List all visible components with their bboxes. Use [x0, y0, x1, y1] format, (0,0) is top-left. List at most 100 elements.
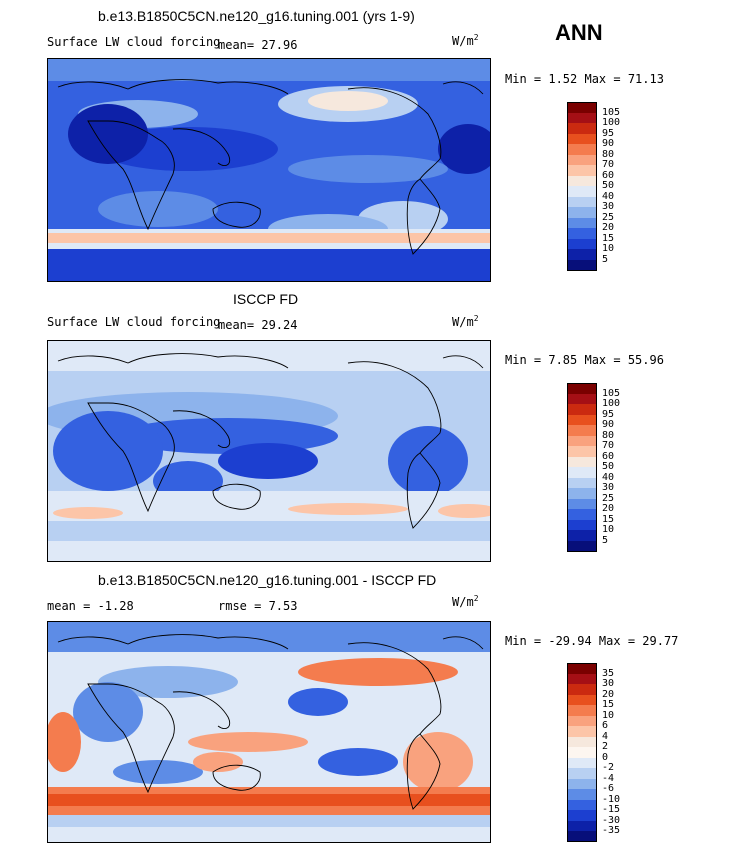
season-label: ANN: [555, 20, 603, 45]
colorbar-2-swatch: [567, 477, 597, 489]
panel3-rmse: rmse = 7.53: [218, 599, 298, 613]
colorbar-1-level-label: 10: [602, 243, 615, 254]
panel2-minmax: Min = 7.85 Max = 55.96: [505, 353, 664, 367]
colorbar-1-swatch: [567, 186, 597, 197]
colorbar-3-level-label: -30: [602, 814, 621, 826]
colorbar-3-swatch: [567, 810, 597, 821]
colorbar-2-swatch: [567, 519, 597, 531]
colorbar-1-level-label: 60: [602, 169, 615, 181]
colorbar-3-swatch: [567, 820, 597, 832]
colorbar-1-swatch: [567, 249, 597, 260]
colorbar-2-swatch: [567, 488, 597, 499]
colorbar-1-swatch: [567, 175, 597, 187]
colorbar-1-level-label: 25: [602, 211, 615, 223]
colorbar-1-swatch: [567, 217, 597, 229]
colorbar-2-swatch: [567, 456, 597, 468]
colorbar-3-level-label: -6: [602, 783, 615, 794]
colorbar-1-swatch: [567, 259, 597, 271]
colorbar-2-level-label: 40: [602, 471, 615, 483]
colorbar-1-swatch: [567, 165, 597, 176]
colorbar-3-level-label: 20: [602, 688, 615, 700]
colorbar-3-level-label: -10: [602, 793, 621, 805]
colorbar-1-level-label: 15: [602, 232, 615, 244]
colorbar-2-swatch: [567, 404, 597, 415]
colorbar-2-level-label: 10: [602, 524, 615, 535]
colorbar-2-level-label: 105: [602, 387, 621, 399]
panel1-title: b.e13.B1850C5CN.ne120_g16.tuning.001 (yr…: [98, 8, 415, 24]
panel2-map-svg: [48, 341, 490, 561]
colorbar-1-swatch: [567, 207, 597, 218]
colorbar-3-swatch: [567, 831, 597, 842]
colorbar-2-level-label: 70: [602, 440, 615, 451]
colorbar-3-swatch: [567, 694, 597, 706]
colorbar-3-swatch: [567, 673, 597, 685]
colorbar-1-swatch: [567, 228, 597, 239]
panel1-map-svg: [48, 59, 490, 281]
colorbar-2-level-label: 80: [602, 429, 615, 441]
colorbar-3-swatch: [567, 757, 597, 769]
colorbar-2-level-label: 95: [602, 408, 615, 420]
colorbar-2-level-label: 5: [602, 534, 609, 546]
colorbar-3-swatch: [567, 715, 597, 727]
panel3-mean: mean = -1.28: [47, 599, 134, 613]
colorbar-3-swatch: [567, 778, 597, 790]
colorbar-2-level-label: 90: [602, 419, 615, 430]
colorbar-3-level-label: 6: [602, 720, 609, 731]
colorbar-1-level-label: 30: [602, 201, 615, 212]
colorbar-3-level-label: 30: [602, 678, 615, 689]
colorbar-3-swatch: [567, 726, 597, 737]
colorbar-1-level-label: 90: [602, 138, 615, 149]
colorbar-2-level-label: 15: [602, 513, 615, 525]
colorbar-1-level-label: 100: [602, 117, 621, 128]
colorbar-3-level-label: -15: [602, 804, 621, 815]
panel3-map-svg: [48, 622, 490, 842]
colorbar-2-swatch: [567, 509, 597, 520]
colorbar-2-level-label: 60: [602, 450, 615, 462]
panel3-minmax: Min = -29.94 Max = 29.77: [505, 634, 679, 648]
colorbar-1-swatch: [567, 196, 597, 208]
colorbar-2-swatch: [567, 467, 597, 478]
colorbar-3-level-label: 35: [602, 667, 615, 679]
colorbar-3-swatch: [567, 799, 597, 811]
colorbar-1-level-label: 95: [602, 127, 615, 139]
colorbar-2-swatch: [567, 435, 597, 447]
colorbar-3-swatch: [567, 747, 597, 758]
panel3-title: b.e13.B1850C5CN.ne120_g16.tuning.001 - I…: [98, 572, 437, 588]
colorbar-3-level-label: 2: [602, 741, 609, 752]
colorbar-1-level-label: 5: [602, 253, 609, 265]
colorbar-3-level-label: 15: [602, 699, 615, 710]
colorbar-3-level-label: 10: [602, 709, 615, 721]
colorbar-1-level-label: 50: [602, 180, 615, 191]
colorbar-2-swatch: [567, 540, 597, 552]
colorbar-1-level-label: 40: [602, 190, 615, 202]
panel2-units: W/m2: [452, 314, 479, 329]
panel2-mean: mean= 29.24: [218, 318, 298, 332]
colorbar-1-level-label: 105: [602, 106, 621, 118]
colorbar-1-level-label: 20: [602, 222, 615, 233]
panel2-map: [47, 340, 491, 562]
colorbar-2-swatch: [567, 425, 597, 436]
colorbar-2-swatch: [567, 383, 597, 394]
panel1-map: [47, 58, 491, 282]
colorbar-3-level-label: 0: [602, 751, 609, 763]
colorbar-1-level-label: 70: [602, 159, 615, 170]
colorbar-2-swatch: [567, 498, 597, 510]
colorbar-3-level-label: -35: [602, 825, 621, 836]
colorbar-1-swatch: [567, 144, 597, 155]
panel3-map: [47, 621, 491, 843]
colorbar-2-level-label: 50: [602, 461, 615, 472]
colorbar-1-swatch: [567, 133, 597, 145]
panel1-mean: mean= 27.96: [218, 38, 298, 52]
colorbar-2-level-label: 20: [602, 503, 615, 514]
colorbar-1-swatch: [567, 238, 597, 250]
colorbar-2-level-label: 25: [602, 492, 615, 504]
colorbar-1-level-label: 80: [602, 148, 615, 160]
colorbar-1-swatch: [567, 102, 597, 113]
colorbar-3-level-label: 4: [602, 730, 609, 742]
colorbar-3-swatch: [567, 663, 597, 674]
colorbar-3-swatch: [567, 789, 597, 800]
panel1-units: W/m2: [452, 33, 479, 48]
colorbar-2-swatch: [567, 530, 597, 541]
colorbar-3-swatch: [567, 736, 597, 748]
colorbar-2-level-label: 30: [602, 482, 615, 493]
